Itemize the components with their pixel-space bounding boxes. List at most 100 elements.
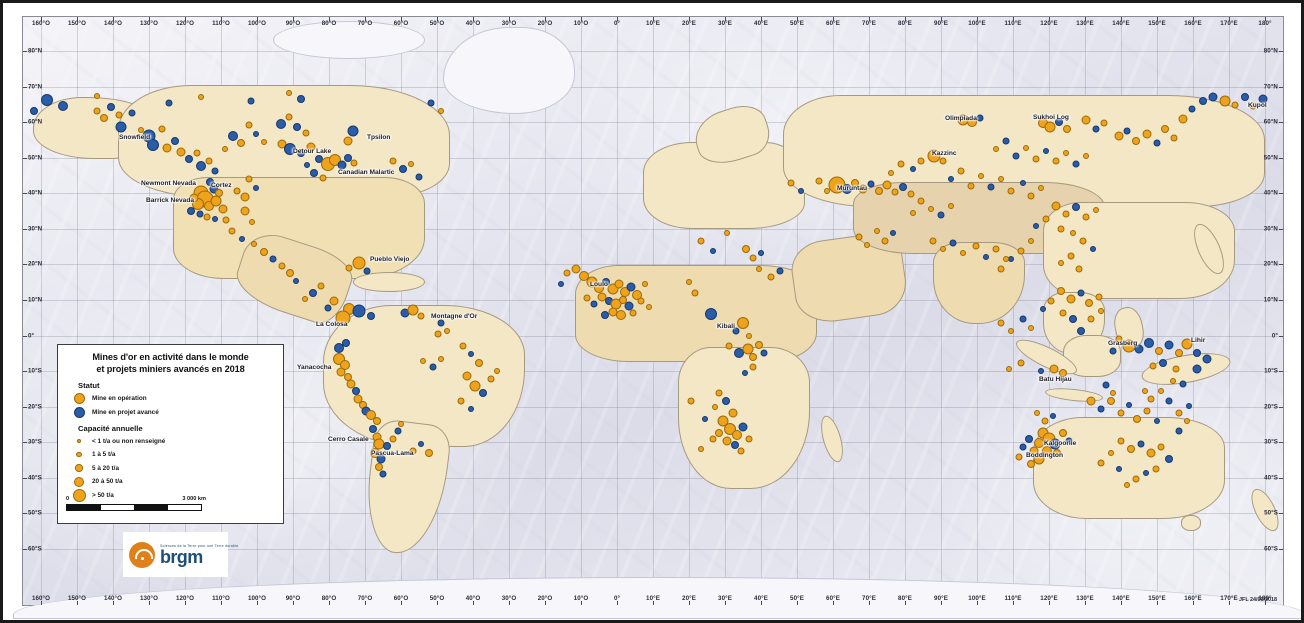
mine-operating-symbol[interactable]	[1110, 390, 1116, 396]
mine-operating-symbol[interactable]	[438, 356, 444, 362]
mine-operating-symbol[interactable]	[687, 397, 695, 405]
mine-advanced-project-symbol[interactable]	[1002, 137, 1010, 145]
mine-operating-symbol[interactable]	[928, 206, 934, 212]
mine-operating-symbol[interactable]	[1057, 287, 1065, 295]
mine-operating-symbol[interactable]	[1063, 125, 1071, 133]
mine-operating-symbol[interactable]	[858, 184, 868, 194]
mine-advanced-project-symbol[interactable]	[760, 349, 768, 357]
mine-operating-symbol[interactable]	[375, 463, 383, 471]
mine-operating-symbol[interactable]	[1066, 294, 1076, 304]
mine-operating-symbol[interactable]	[302, 129, 310, 137]
mine-operating-symbol[interactable]	[1042, 446, 1052, 456]
mine-operating-symbol[interactable]	[1097, 459, 1105, 467]
mine-operating-symbol[interactable]	[1053, 449, 1061, 457]
mine-advanced-project-symbol[interactable]	[1258, 94, 1268, 104]
mine-operating-symbol[interactable]	[1147, 395, 1155, 403]
mine-operating-symbol[interactable]	[1042, 215, 1050, 223]
mine-operating-symbol[interactable]	[1098, 308, 1104, 314]
mine-advanced-project-symbol[interactable]	[310, 169, 318, 177]
mine-advanced-project-symbol[interactable]	[602, 278, 610, 286]
mine-operating-symbol[interactable]	[722, 436, 732, 446]
mine-advanced-project-symbol[interactable]	[399, 165, 407, 173]
mine-advanced-project-symbol[interactable]	[284, 143, 296, 155]
mine-operating-symbol[interactable]	[637, 297, 645, 305]
mine-operating-symbol[interactable]	[408, 161, 414, 167]
mine-operating-symbol[interactable]	[1157, 443, 1165, 451]
mine-advanced-project-symbol[interactable]	[1154, 418, 1160, 424]
mine-operating-symbol[interactable]	[319, 174, 327, 182]
mine-operating-symbol[interactable]	[967, 117, 977, 127]
mine-advanced-project-symbol[interactable]	[165, 99, 173, 107]
mine-advanced-project-symbol[interactable]	[1038, 368, 1044, 374]
mine-operating-symbol[interactable]	[1028, 325, 1034, 331]
mine-advanced-project-symbol[interactable]	[1092, 125, 1100, 133]
mine-advanced-project-symbol[interactable]	[309, 289, 317, 297]
mine-advanced-project-symbol[interactable]	[196, 161, 206, 171]
mine-operating-symbol[interactable]	[336, 367, 346, 377]
mine-operating-symbol[interactable]	[1058, 260, 1064, 266]
mine-operating-symbol[interactable]	[948, 203, 954, 209]
mine-advanced-project-symbol[interactable]	[1165, 397, 1173, 405]
mine-operating-symbol[interactable]	[1093, 207, 1099, 213]
mine-operating-symbol[interactable]	[475, 359, 483, 367]
mine-operating-symbol[interactable]	[646, 304, 652, 310]
mine-operating-symbol[interactable]	[1170, 134, 1178, 142]
mine-operating-symbol[interactable]	[715, 389, 723, 397]
mine-operating-symbol[interactable]	[193, 149, 201, 157]
mine-operating-symbol[interactable]	[1027, 460, 1035, 468]
mine-operating-symbol[interactable]	[1082, 213, 1090, 221]
mine-operating-symbol[interactable]	[286, 269, 294, 277]
mine-operating-symbol[interactable]	[1062, 210, 1070, 218]
mine-operating-symbol[interactable]	[1184, 418, 1190, 424]
mine-advanced-project-symbol[interactable]	[1175, 427, 1183, 435]
mine-advanced-project-symbol[interactable]	[1090, 246, 1096, 252]
mine-operating-symbol[interactable]	[874, 228, 880, 234]
mine-advanced-project-symbol[interactable]	[798, 188, 804, 194]
mine-operating-symbol[interactable]	[1033, 453, 1045, 465]
mine-advanced-project-symbol[interactable]	[1123, 127, 1131, 135]
mine-operating-symbol[interactable]	[1107, 397, 1115, 405]
mine-operating-symbol[interactable]	[686, 279, 692, 285]
mine-advanced-project-symbol[interactable]	[1012, 152, 1020, 160]
mine-advanced-project-symbol[interactable]	[1188, 105, 1196, 113]
mine-operating-symbol[interactable]	[724, 230, 730, 236]
mine-operating-symbol[interactable]	[767, 273, 775, 281]
mine-advanced-project-symbol[interactable]	[867, 180, 875, 188]
mine-operating-symbol[interactable]	[457, 397, 465, 405]
mine-advanced-project-symbol[interactable]	[1208, 92, 1218, 102]
mine-advanced-project-symbol[interactable]	[948, 176, 954, 182]
mine-operating-symbol[interactable]	[712, 404, 718, 410]
mine-operating-symbol[interactable]	[824, 188, 830, 194]
mine-operating-symbol[interactable]	[438, 108, 444, 114]
mine-advanced-project-symbol[interactable]	[128, 109, 136, 117]
mine-operating-symbol[interactable]	[261, 139, 267, 145]
mine-operating-symbol[interactable]	[1067, 252, 1075, 260]
mine-operating-symbol[interactable]	[346, 379, 356, 389]
mine-operating-symbol[interactable]	[1063, 150, 1069, 156]
mine-operating-symbol[interactable]	[907, 190, 915, 198]
mine-operating-symbol[interactable]	[749, 363, 757, 371]
mine-operating-symbol[interactable]	[619, 296, 627, 304]
mine-operating-symbol[interactable]	[586, 276, 598, 288]
mine-advanced-project-symbol[interactable]	[1109, 347, 1117, 355]
mine-operating-symbol[interactable]	[1028, 238, 1034, 244]
mine-operating-symbol[interactable]	[1034, 438, 1044, 448]
mine-advanced-project-symbol[interactable]	[30, 107, 38, 115]
mine-operating-symbol[interactable]	[459, 342, 467, 350]
legend-status-item[interactable]: Mine en opération	[66, 393, 275, 404]
mine-advanced-project-symbol[interactable]	[1143, 470, 1149, 476]
mine-advanced-project-symbol[interactable]	[107, 103, 115, 111]
mine-advanced-project-symbol[interactable]	[1065, 437, 1073, 445]
mine-operating-symbol[interactable]	[917, 197, 925, 205]
mine-operating-symbol[interactable]	[927, 149, 941, 163]
mine-operating-symbol[interactable]	[94, 93, 100, 99]
mine-advanced-project-symbol[interactable]	[590, 300, 598, 308]
mine-operating-symbol[interactable]	[978, 173, 984, 179]
mine-advanced-project-symbol[interactable]	[297, 95, 305, 103]
mine-advanced-project-symbol[interactable]	[239, 236, 245, 242]
mine-operating-symbol[interactable]	[697, 237, 705, 245]
mine-advanced-project-symbol[interactable]	[212, 216, 218, 222]
mine-operating-symbol[interactable]	[329, 296, 339, 306]
mine-operating-symbol[interactable]	[1108, 450, 1114, 456]
mine-operating-symbol[interactable]	[343, 136, 353, 146]
